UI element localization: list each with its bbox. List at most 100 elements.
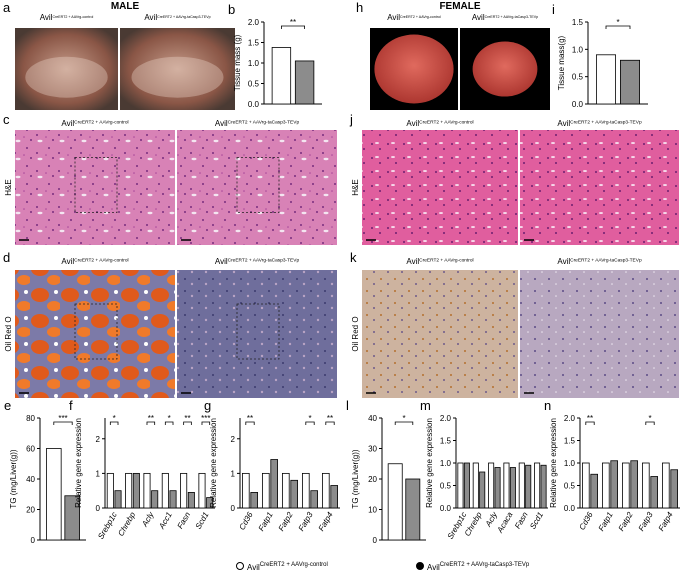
y-tick-label: 1.0	[440, 459, 452, 468]
bar	[509, 467, 516, 509]
micrograph	[120, 28, 235, 110]
significance-bracket	[109, 421, 119, 425]
section-title: MALE	[111, 1, 140, 12]
header-main: Avil	[61, 257, 74, 266]
bar	[405, 478, 421, 541]
y-tick-label: 20	[368, 475, 377, 484]
bar	[620, 59, 641, 105]
significance-bracket	[394, 421, 414, 425]
y-axis-label: Tissue mass (g)	[233, 34, 242, 91]
bar	[670, 469, 678, 509]
header-sup: CreERT2 + AAVrg-control	[419, 258, 473, 264]
panel-label: c	[3, 112, 10, 127]
x-tick-label: Acaca	[495, 510, 515, 535]
image-header: AvilCreERT2 + AAVrg-control	[40, 13, 94, 22]
bar	[582, 462, 590, 509]
x-tick-label: Chrebp	[116, 510, 137, 538]
significance: *	[168, 414, 171, 423]
significance: **	[587, 414, 593, 423]
bar	[321, 472, 330, 509]
image-header: AvilCreERT2 + AAVrg-taCasp3-TEVp	[557, 257, 642, 266]
header-sup: CreERT2 + AAVrg-taCasp3-TEVp	[570, 258, 642, 264]
image-header: AvilCreERT2 + AAVrg-control	[406, 119, 473, 128]
row-label: Oil Red O	[351, 316, 360, 351]
significance-bracket	[645, 421, 655, 425]
y-tick-label: 1.5	[572, 18, 584, 27]
liver	[374, 34, 454, 104]
header-main: Avil	[472, 13, 485, 22]
y-tick-label: 0.5	[564, 482, 576, 491]
bar	[206, 497, 214, 509]
x-tick-label: Scd1	[528, 511, 545, 531]
x-tick-label: Cd36	[577, 510, 595, 532]
header-sup: CreERT2 + AAVrg-taCasp3-TEVp	[570, 120, 642, 126]
bar	[540, 464, 547, 509]
bar	[132, 472, 140, 509]
bar	[64, 495, 80, 541]
y-axis-label: TG (mg/Liver(g))	[9, 449, 18, 508]
x-tick-label: Fatp1	[597, 511, 615, 533]
y-tick-label: 20	[26, 506, 35, 515]
x-tick-label: Acc1	[157, 511, 174, 532]
micrograph	[362, 270, 518, 398]
significance-bracket	[281, 25, 305, 29]
significance: *	[616, 18, 619, 27]
header-main: Avil	[557, 119, 570, 128]
bar	[270, 459, 278, 509]
significance: *	[648, 414, 651, 423]
y-tick-label: 2.0	[248, 18, 260, 27]
x-tick-label: Fatp3	[637, 510, 655, 533]
inset-box	[74, 157, 118, 213]
bar	[650, 476, 658, 509]
micrograph	[520, 130, 679, 245]
image-header: AvilCreERT2 + AAVrg-taCasp3-TEVp	[215, 257, 300, 266]
y-axis-label: Tissue mass(g)	[557, 35, 566, 90]
bar	[503, 462, 510, 509]
x-tick-label: Fasn	[513, 510, 530, 530]
significance-bracket	[245, 421, 255, 425]
header-sup: CreERT2 + AAVrg-taCasp3-TEVp	[228, 258, 300, 264]
y-axis-label: Relative gene expression	[209, 418, 218, 508]
bar	[662, 462, 670, 509]
significance: **	[290, 18, 296, 27]
image-header: AvilCreERT2 + AAVrg-control	[61, 119, 128, 128]
header-sup: CreERT2 + AAVrg-control	[74, 258, 128, 264]
x-tick-label: Fasn	[176, 510, 193, 530]
bar	[143, 472, 151, 509]
significance: *	[402, 414, 405, 423]
y-tick-label: 0.0	[248, 100, 260, 109]
bar	[642, 462, 650, 509]
liver-sheen	[25, 56, 108, 98]
header-sup: CreERT2 + AAVrg-control	[74, 120, 128, 126]
significance: ***	[58, 414, 67, 423]
y-tick-label: 0	[373, 536, 378, 545]
x-tick-label: Fatp3	[297, 510, 315, 533]
bar	[169, 490, 177, 509]
bar	[125, 472, 133, 509]
y-tick-label: 2.0	[440, 414, 452, 423]
y-tick-label: 1	[231, 469, 236, 478]
significance: **	[247, 414, 253, 423]
bar	[301, 472, 310, 509]
significance: **	[327, 414, 333, 423]
bar	[590, 473, 598, 509]
panel-label: k	[350, 250, 357, 265]
bar	[294, 60, 315, 105]
panel-label: a	[3, 0, 11, 15]
legend-sup: CreERT2 + AAVrg-taCasp3-TEVp	[440, 562, 530, 568]
bar	[281, 472, 290, 509]
y-tick-label: 0.5	[572, 73, 584, 82]
significance-bracket	[305, 421, 315, 425]
inset-box	[236, 157, 280, 213]
significance-bracket	[164, 421, 174, 425]
bar	[290, 479, 298, 509]
bar	[271, 47, 292, 105]
header-main: Avil	[215, 119, 228, 128]
bar	[630, 460, 638, 509]
bar	[198, 472, 206, 509]
bar	[457, 462, 464, 509]
bar	[106, 472, 114, 509]
row-label: H&E	[351, 179, 360, 195]
bar	[250, 492, 259, 509]
y-tick-label: 2.0	[564, 414, 576, 423]
